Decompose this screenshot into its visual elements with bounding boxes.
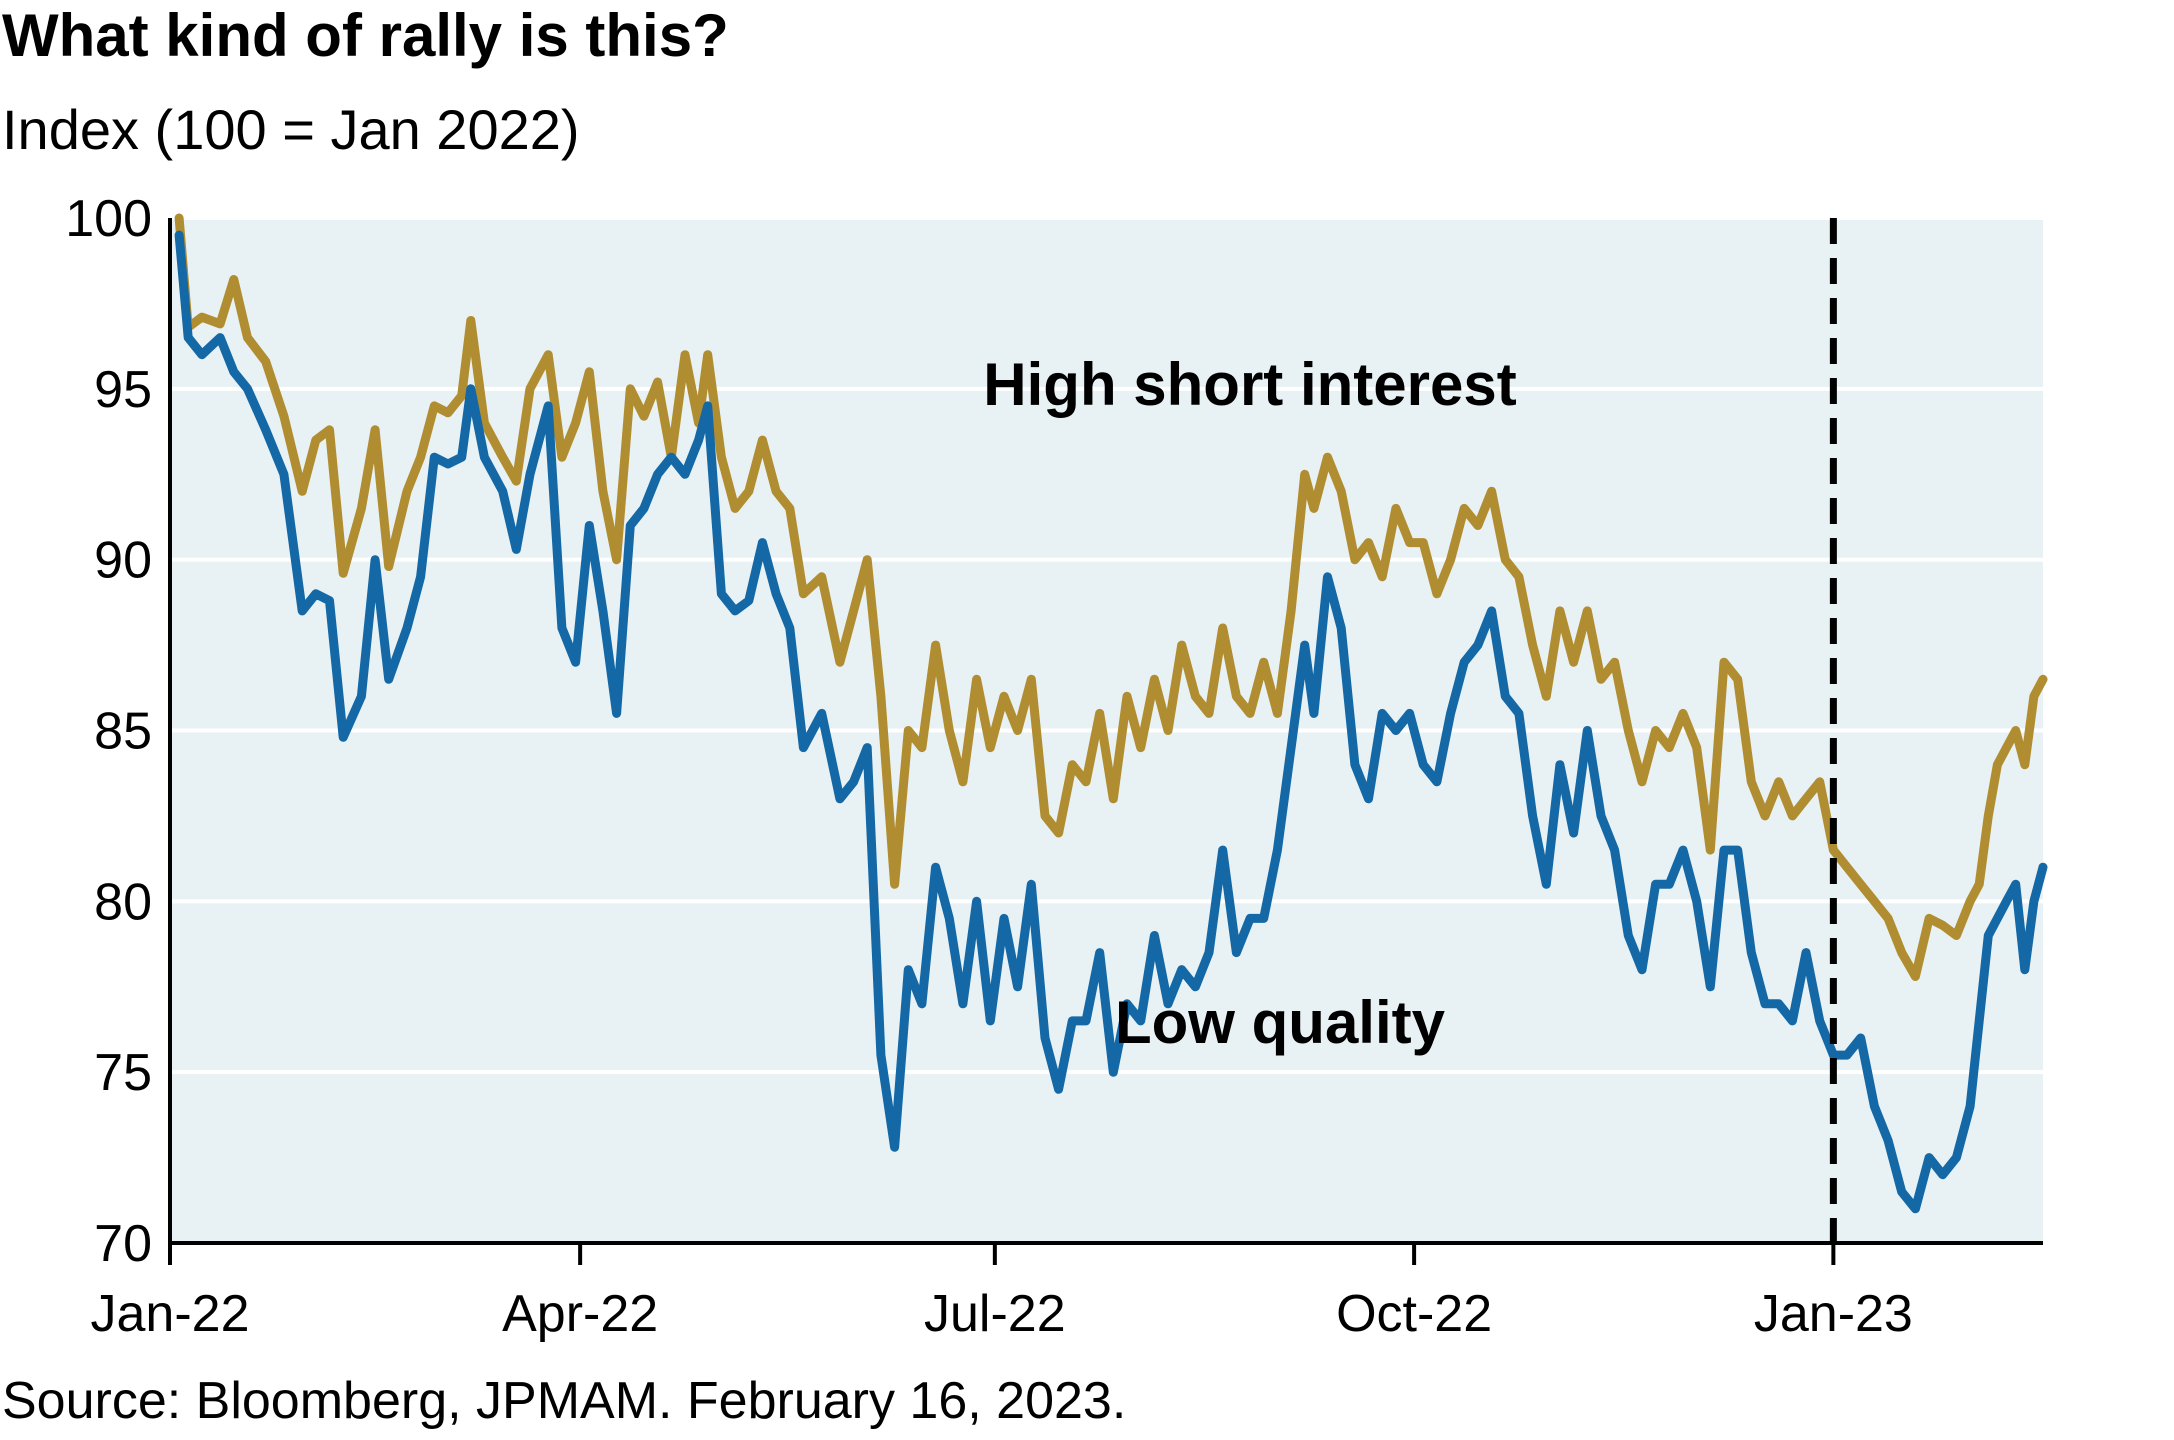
y-tick-label-80: 80 xyxy=(94,873,152,931)
axes xyxy=(168,218,2043,1265)
chart-subtitle: Index (100 = Jan 2022) xyxy=(2,98,580,161)
x-tick-labels: Jan-22 Apr-22 Jul-22 Oct-22 Jan-23 xyxy=(91,1285,1913,1343)
annotation-high-short-interest: High short interest xyxy=(983,351,1516,418)
x-tick-label-Apr-22: Apr-22 xyxy=(502,1285,658,1343)
series-line-low-quality xyxy=(174,230,2048,1214)
y-tick-label-95: 95 xyxy=(94,361,152,419)
series-lines xyxy=(174,213,2048,1214)
y-tick-label-90: 90 xyxy=(94,532,152,590)
annotations: High short interest Low quality xyxy=(983,351,1516,1056)
y-tick-label-75: 75 xyxy=(94,1044,152,1102)
y-tick-label-70: 70 xyxy=(94,1215,152,1273)
x-tick-label-Jul-22: Jul-22 xyxy=(924,1285,1066,1343)
chart-title: What kind of rally is this? xyxy=(2,2,729,69)
y-tick-labels: 100 95 90 85 80 75 70 xyxy=(65,190,152,1273)
x-tick-label-Jan-23: Jan-23 xyxy=(1754,1285,1913,1343)
x-tick-label-Jan-22: Jan-22 xyxy=(91,1285,250,1343)
y-tick-label-100: 100 xyxy=(65,190,152,248)
series-line-high-short-interest xyxy=(174,213,2048,981)
y-tick-label-85: 85 xyxy=(94,703,152,761)
x-tick-label-Oct-22: Oct-22 xyxy=(1336,1285,1492,1343)
annotation-low-quality: Low quality xyxy=(1115,989,1446,1056)
source-note: Source: Bloomberg, JPMAM. February 16, 2… xyxy=(2,1372,1127,1430)
